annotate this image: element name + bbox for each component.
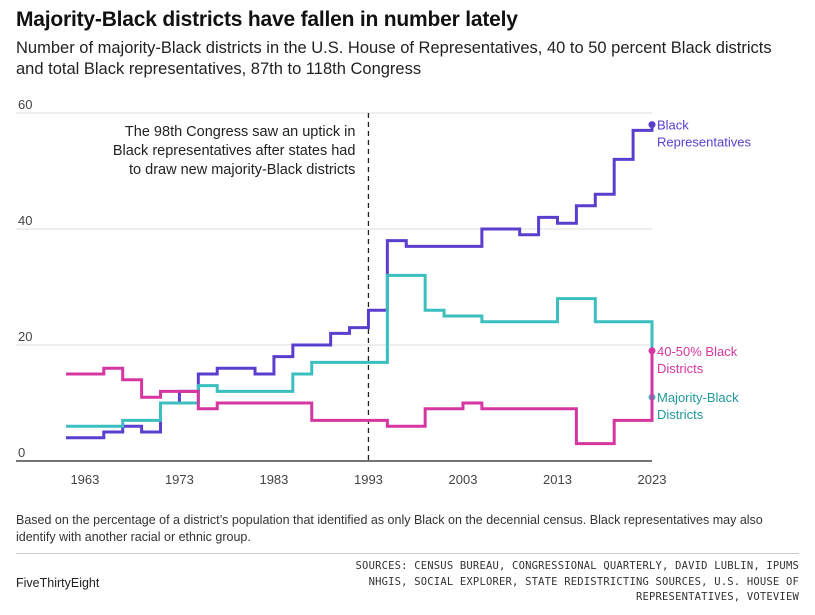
- footnote: Based on the percentage of a district’s …: [16, 513, 763, 544]
- y-tick-label: 20: [18, 329, 32, 344]
- x-tick-label: 1983: [259, 472, 288, 487]
- series-labels: Black Representatives 40-50% Black District…: [657, 118, 751, 423]
- y-tick-label: 40: [18, 213, 32, 228]
- x-tick-label: 2023: [638, 472, 667, 487]
- axis-labels: 0 20 40 60 1963 1973 1983 1993 2003 2013 2023: [18, 97, 666, 487]
- x-tick-label: 1963: [70, 472, 99, 487]
- series-label: Black Representatives: [657, 118, 751, 150]
- series-label: 40-50% Black Districts: [657, 344, 738, 376]
- brand-label: FiveThirtyEight: [16, 576, 100, 590]
- series-line: [66, 273, 654, 428]
- x-tick-label: 2003: [449, 472, 478, 487]
- footer-divider: [16, 553, 799, 554]
- series-line: [66, 350, 654, 446]
- annotation-text: The 98th Congress saw an uptick in Black …: [113, 124, 356, 178]
- x-tick-label: 2013: [543, 472, 572, 487]
- sources-text: SOURCES: CENSUS BUREAU, CONGRESSIONAL QU…: [355, 560, 799, 603]
- chart-title: Majority-Black districts have fallen in …: [16, 8, 518, 31]
- grid-lines: [16, 112, 652, 462]
- series-end-point: [648, 121, 656, 129]
- series-lines: [66, 121, 656, 446]
- y-tick-label: 60: [18, 97, 32, 112]
- series-label: Majority-Black Districts: [657, 390, 739, 422]
- annotation-group: The 98th Congress saw an uptick in Black …: [113, 113, 370, 461]
- x-tick-label: 1993: [354, 472, 383, 487]
- series-end-point: [648, 347, 656, 355]
- x-tick-label: 1973: [165, 472, 194, 487]
- chart-subtitle: Number of majority-Black districts in th…: [16, 39, 772, 78]
- y-tick-label: 0: [18, 445, 25, 460]
